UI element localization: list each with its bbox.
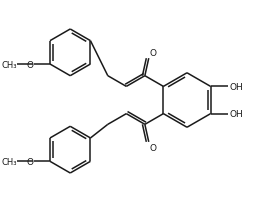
Text: O: O xyxy=(26,157,33,166)
Text: O: O xyxy=(26,60,33,69)
Text: CH₃: CH₃ xyxy=(2,157,17,166)
Text: OH: OH xyxy=(229,110,243,119)
Text: O: O xyxy=(150,49,157,58)
Text: CH₃: CH₃ xyxy=(2,60,17,69)
Text: O: O xyxy=(150,143,157,152)
Text: OH: OH xyxy=(229,82,243,92)
